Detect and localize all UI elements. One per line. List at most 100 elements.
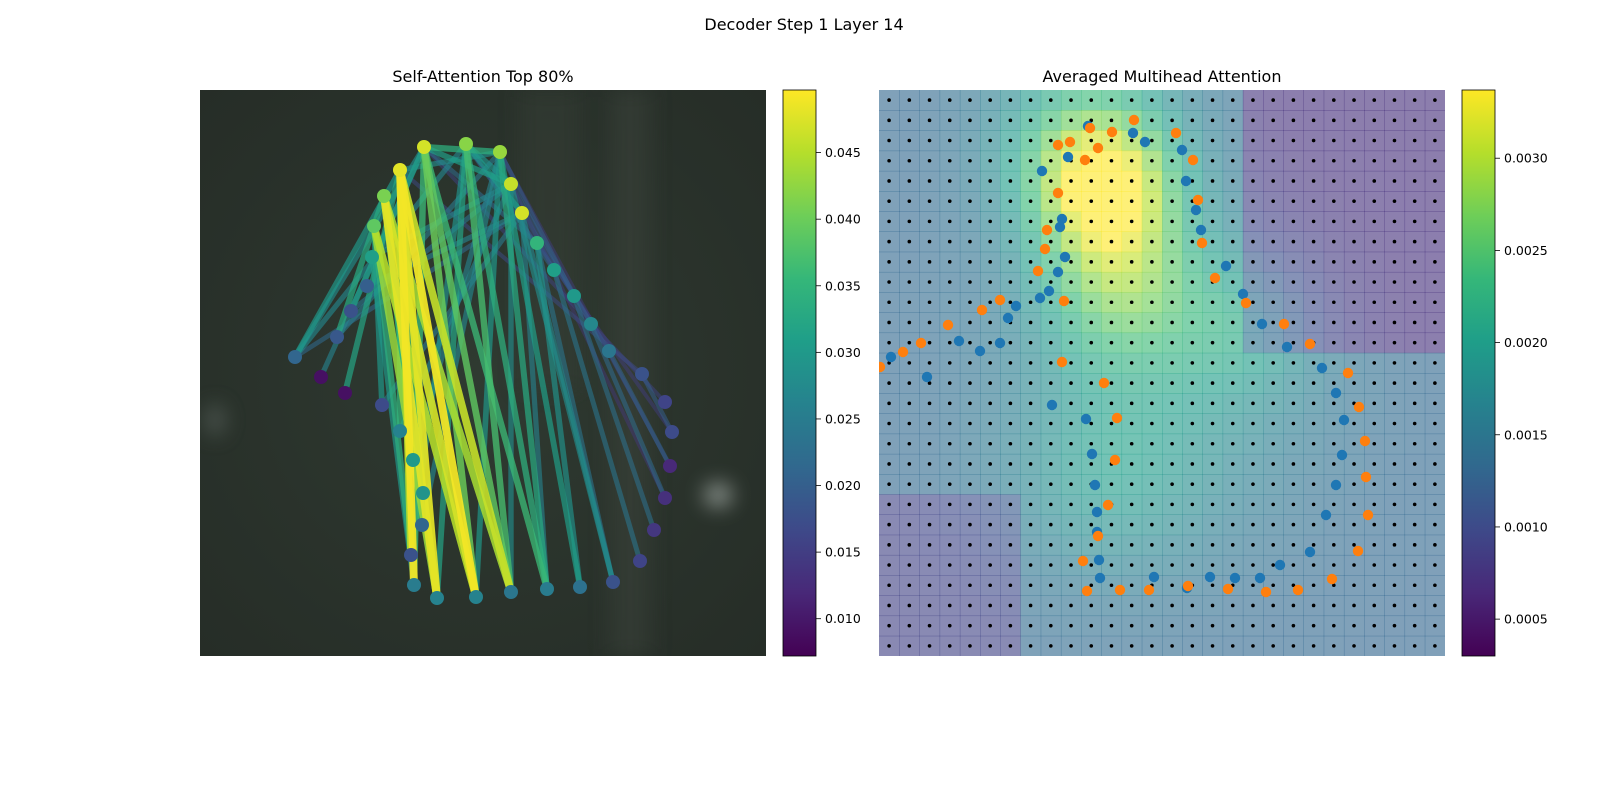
- grid-dot: [1028, 98, 1033, 102]
- grid-dot: [1291, 118, 1296, 123]
- grid-dot: [1332, 522, 1336, 527]
- grid-dot: [907, 583, 912, 588]
- grid-dot: [1311, 98, 1316, 102]
- grid-dot: [1311, 158, 1316, 163]
- grid-dot: [1170, 219, 1174, 224]
- grid-dot: [1392, 98, 1397, 102]
- colorbar-tick-label: 0.045: [825, 145, 861, 160]
- grid-dot: [1190, 340, 1195, 345]
- grid-dot: [1150, 421, 1154, 426]
- grid-dot: [1230, 421, 1235, 426]
- grid-dot: [947, 179, 952, 183]
- grid-dot: [1008, 280, 1013, 284]
- grid-dot: [1392, 522, 1397, 527]
- grid-dot: [887, 179, 891, 183]
- figure-title: Decoder Step 1 Layer 14: [704, 15, 903, 34]
- grid-dot: [968, 502, 972, 507]
- grid-dot: [1412, 138, 1417, 143]
- grid-dot: [1129, 623, 1134, 628]
- grid-dot: [1210, 179, 1215, 183]
- grid-dot: [1271, 603, 1275, 608]
- grid-dot: [1392, 219, 1397, 224]
- grid-dot: [1271, 179, 1275, 183]
- grid-dot: [887, 522, 891, 527]
- grid-dot: [1049, 219, 1053, 224]
- grid-dot: [1230, 502, 1235, 507]
- grid-dot: [1291, 340, 1296, 345]
- grid-dot: [927, 563, 932, 567]
- attention-node: [606, 575, 620, 589]
- blue-point: [1062, 151, 1074, 163]
- grid-dot: [1271, 239, 1275, 244]
- grid-dot: [1271, 280, 1275, 284]
- grid-dot: [968, 543, 972, 547]
- grid-dot: [1170, 441, 1174, 446]
- grid-dot: [1210, 482, 1215, 486]
- grid-dot: [1109, 320, 1114, 325]
- orange-point: [1111, 412, 1123, 424]
- grid-dot: [1049, 118, 1053, 123]
- grid-dot: [968, 158, 972, 163]
- grid-dot: [1069, 300, 1073, 305]
- grid-dot: [1049, 280, 1053, 284]
- grid-dot: [1028, 401, 1033, 406]
- grid-dot: [907, 158, 912, 163]
- grid-dot: [1412, 543, 1417, 547]
- grid-dot: [1291, 361, 1296, 365]
- grid-dot: [927, 623, 932, 628]
- grid-dot: [1089, 179, 1094, 183]
- grid-dot: [947, 118, 952, 123]
- grid-dot: [1372, 361, 1377, 365]
- grid-dot: [1210, 199, 1215, 203]
- attention-edge: [497, 149, 583, 590]
- grid-dot: [927, 381, 932, 385]
- grid-dot: [968, 118, 972, 123]
- grid-dot: [947, 239, 952, 244]
- grid-dot: [1352, 421, 1356, 426]
- grid-dot: [1049, 300, 1053, 305]
- attention-node: [416, 486, 430, 500]
- grid-dot: [1230, 482, 1235, 486]
- grid-dot: [1271, 401, 1275, 406]
- grid-dot: [1150, 381, 1154, 385]
- grid-dot: [1332, 219, 1336, 224]
- grid-dot: [1291, 441, 1296, 446]
- grid-dot: [1109, 623, 1114, 628]
- blue-point: [1176, 144, 1188, 156]
- grid-dot: [1352, 239, 1356, 244]
- grid-dot: [1008, 138, 1013, 143]
- grid-dot: [927, 280, 932, 284]
- grid-dot: [1372, 320, 1377, 325]
- grid-dot: [1089, 158, 1094, 163]
- colorbar-tick-label: 0.0025: [1504, 243, 1548, 258]
- blue-point: [1304, 546, 1316, 558]
- grid-dot: [1210, 381, 1215, 385]
- grid-dot: [968, 381, 972, 385]
- grid-dot: [1332, 462, 1336, 466]
- grid-dot: [988, 118, 992, 123]
- grid-dot: [1230, 381, 1235, 385]
- grid-dot: [1008, 300, 1013, 305]
- grid-dot: [1210, 522, 1215, 527]
- grid-dot: [1150, 320, 1154, 325]
- grid-dot: [1311, 138, 1316, 143]
- orange-point: [1170, 127, 1182, 139]
- grid-dot: [1412, 583, 1417, 588]
- grid-dot: [1311, 239, 1316, 244]
- grid-dot: [968, 320, 972, 325]
- grid-dot: [947, 603, 952, 608]
- grid-dot: [1069, 361, 1073, 365]
- grid-dot: [1049, 623, 1053, 628]
- grid-dot: [1352, 138, 1356, 143]
- grid-dot: [988, 179, 992, 183]
- grid-dot: [1251, 644, 1255, 648]
- grid-dot: [887, 563, 891, 567]
- grid-dot: [1069, 118, 1073, 123]
- grid-dot: [1069, 462, 1073, 466]
- grid-dot: [947, 158, 952, 163]
- grid-dot: [1230, 340, 1235, 345]
- colorbar-1-ticks: 0.010 0.015 0.020 0.025 0.030 0.035 0.040 0.045: [816, 145, 861, 626]
- grid-dot: [1291, 300, 1296, 305]
- grid-dot: [1271, 158, 1275, 163]
- grid-dot: [1170, 118, 1174, 123]
